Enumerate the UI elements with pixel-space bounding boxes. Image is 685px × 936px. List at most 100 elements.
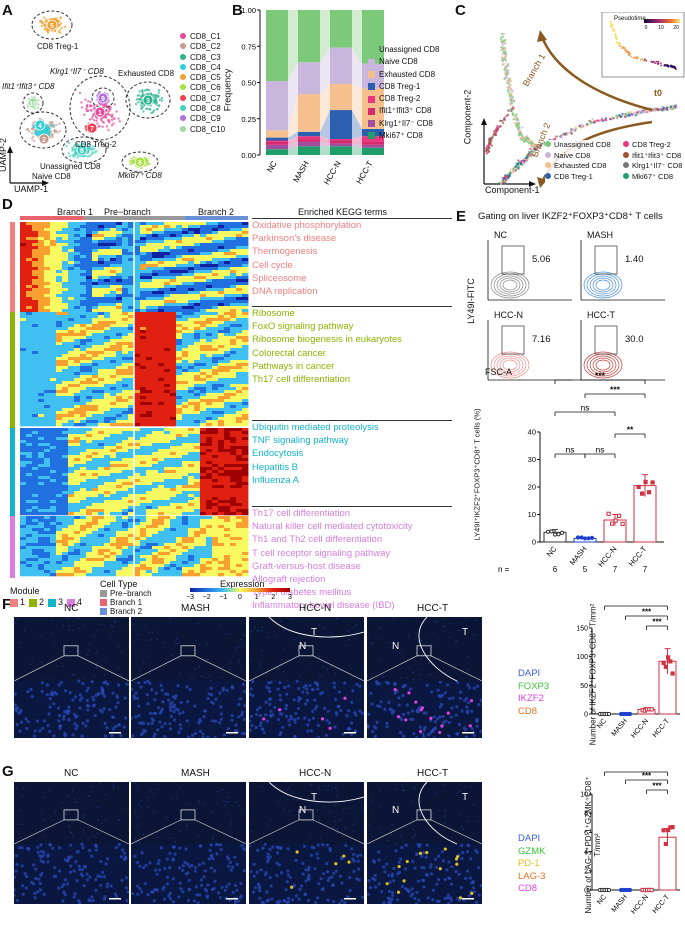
ly49i-ylabel: LY49I⁺IKZF2⁺FOXP3⁺CD8⁺ T cells (%) bbox=[472, 408, 482, 541]
image-column-title: MASH bbox=[181, 768, 210, 779]
stack-flow-band bbox=[288, 146, 298, 155]
stacked-bar-segment bbox=[330, 110, 352, 140]
umap-legend-item: CD8_C7 bbox=[180, 94, 225, 104]
stack-flow-band bbox=[352, 136, 362, 142]
panel-label-e: E bbox=[456, 208, 467, 225]
heatmap-branch1: Branch 1 bbox=[57, 207, 94, 217]
image-overlay bbox=[14, 782, 129, 904]
umap-legend-item: CD8_C5 bbox=[180, 73, 225, 83]
stack-flow-band bbox=[320, 110, 330, 140]
panel-label-d: D bbox=[2, 196, 13, 213]
bar-ytick: 30 bbox=[528, 455, 536, 464]
exhausted-outline bbox=[125, 81, 171, 119]
treg1-outline bbox=[31, 10, 73, 40]
kegg-term: Graft-versus-host disease bbox=[252, 560, 361, 572]
channel-label: FOXP3 bbox=[518, 680, 550, 692]
gate-rect bbox=[594, 325, 618, 355]
freq-legend-label: CD8 Treg-1 bbox=[379, 81, 421, 91]
traj-legend-label: Ifit1⁺Ifit3⁺ CD8 bbox=[632, 150, 682, 160]
cluster1-outline bbox=[69, 75, 131, 141]
bar-xtick: NC bbox=[596, 718, 608, 730]
kegg-term: Ribosome bbox=[252, 308, 295, 319]
traj-legend-label: Exhausted CD8 bbox=[554, 161, 607, 170]
kegg-term: T cell receptor signaling pathway bbox=[252, 547, 391, 559]
freq-xtick: HCC-N bbox=[322, 159, 343, 186]
scale-bar bbox=[226, 898, 238, 900]
stack-flow-band bbox=[288, 141, 298, 150]
overview-image bbox=[14, 782, 129, 844]
umap-plot: 1 2 3 4 5 6 7 8 9 10 bbox=[7, 10, 171, 186]
kegg-term: Type I diabetes mellitus bbox=[252, 587, 352, 599]
stack-flow-band bbox=[320, 139, 330, 144]
data-point bbox=[663, 841, 668, 847]
data-point bbox=[589, 535, 595, 541]
stacked-bar-segment bbox=[362, 10, 384, 64]
umap-legend-item: CD8_C4 bbox=[180, 63, 225, 73]
t0-label: t0 bbox=[654, 88, 663, 98]
stacked-bar-segment bbox=[298, 139, 320, 142]
trajectory-legend-grid: Unassigned CD8 CD8 Treg-2 Naive CD8 Ifit1⁺I… bbox=[545, 140, 685, 182]
n-value: 6 bbox=[553, 565, 558, 574]
gate-percentage: 7.16 bbox=[532, 334, 551, 345]
tumor-boundary bbox=[418, 617, 458, 682]
region-label-n: N bbox=[392, 805, 399, 816]
kegg-term: Hepatitis B bbox=[252, 461, 298, 473]
scale-bar bbox=[109, 898, 121, 900]
image-column-title: HCC-N bbox=[299, 768, 332, 779]
traj-legend-item: Mki67⁺ CD8 bbox=[623, 171, 685, 182]
expression-tick: 0 bbox=[238, 594, 242, 600]
bar-ytick: 10 bbox=[580, 792, 588, 799]
scale-bar bbox=[462, 898, 474, 900]
zoom-box bbox=[63, 645, 79, 657]
tumor-boundary bbox=[268, 782, 364, 803]
zoom-box bbox=[180, 809, 196, 821]
zoom-box bbox=[63, 809, 79, 821]
module-bar bbox=[10, 312, 15, 428]
bar-ytick: 0 bbox=[532, 538, 536, 547]
annot-treg1: CD8 Treg-1 bbox=[37, 42, 79, 51]
image-overlay bbox=[131, 782, 246, 904]
umap-cluster-number: 5 bbox=[50, 23, 54, 30]
stack-flow-band bbox=[288, 94, 298, 138]
module-legend-item: 4 bbox=[67, 597, 82, 607]
data-point bbox=[552, 532, 558, 537]
panel-label-a: A bbox=[2, 2, 13, 19]
kegg-term: TNF signaling pathway bbox=[252, 435, 349, 447]
significance-label: *** bbox=[642, 608, 652, 617]
umap-cluster-number: 8 bbox=[80, 148, 84, 155]
legend-swatch-icon bbox=[10, 598, 18, 607]
kegg-divider bbox=[252, 506, 452, 507]
flow-plot-title: NC bbox=[494, 230, 507, 240]
legend-dot-icon bbox=[623, 141, 629, 147]
bar-ytick: 4 bbox=[584, 849, 588, 856]
data-point bbox=[556, 532, 561, 537]
celltype-legend-label: Branch 1 bbox=[110, 598, 143, 607]
stacked-bar-segment bbox=[266, 81, 288, 131]
umap-legend-label: CD8_C5 bbox=[190, 73, 221, 83]
n-label: n = bbox=[498, 565, 510, 574]
overview-image bbox=[131, 617, 246, 681]
module-legend-item: 3 bbox=[48, 597, 63, 607]
trajectory-plot: 0 10 20 bbox=[481, 12, 685, 188]
freq-legend-label: Exhausted CD8 bbox=[379, 69, 436, 79]
expression-tick: −2 bbox=[203, 594, 211, 600]
data-point bbox=[545, 529, 551, 534]
stack-flow-band bbox=[320, 10, 330, 63]
stacked-bar-segment bbox=[298, 146, 320, 155]
legend-swatch-icon bbox=[368, 107, 375, 115]
gate-rect bbox=[594, 245, 618, 275]
trajectory-legend: Unassigned CD8 CD8 Treg-2 Naive CD8 Ifit1⁺I… bbox=[545, 140, 685, 182]
image-column-title: HCC-T bbox=[417, 603, 449, 614]
bar-xtick: MASH bbox=[568, 545, 589, 567]
g-channel-legend: DAPI GZMK PD-1 LAG-3 CD8 bbox=[518, 833, 545, 896]
image-overlay: TN bbox=[249, 617, 364, 738]
stacked-bar-segment bbox=[362, 147, 384, 155]
data-point bbox=[559, 530, 565, 535]
stack-flow-band bbox=[320, 83, 330, 132]
traj-legend-label: CD8 Treg-1 bbox=[554, 171, 593, 181]
image-overlay bbox=[131, 617, 246, 738]
stacked-bar-segment bbox=[298, 94, 320, 132]
umap-legend-item: CD8_C9 bbox=[180, 114, 225, 124]
legend-dot-icon bbox=[180, 115, 186, 122]
